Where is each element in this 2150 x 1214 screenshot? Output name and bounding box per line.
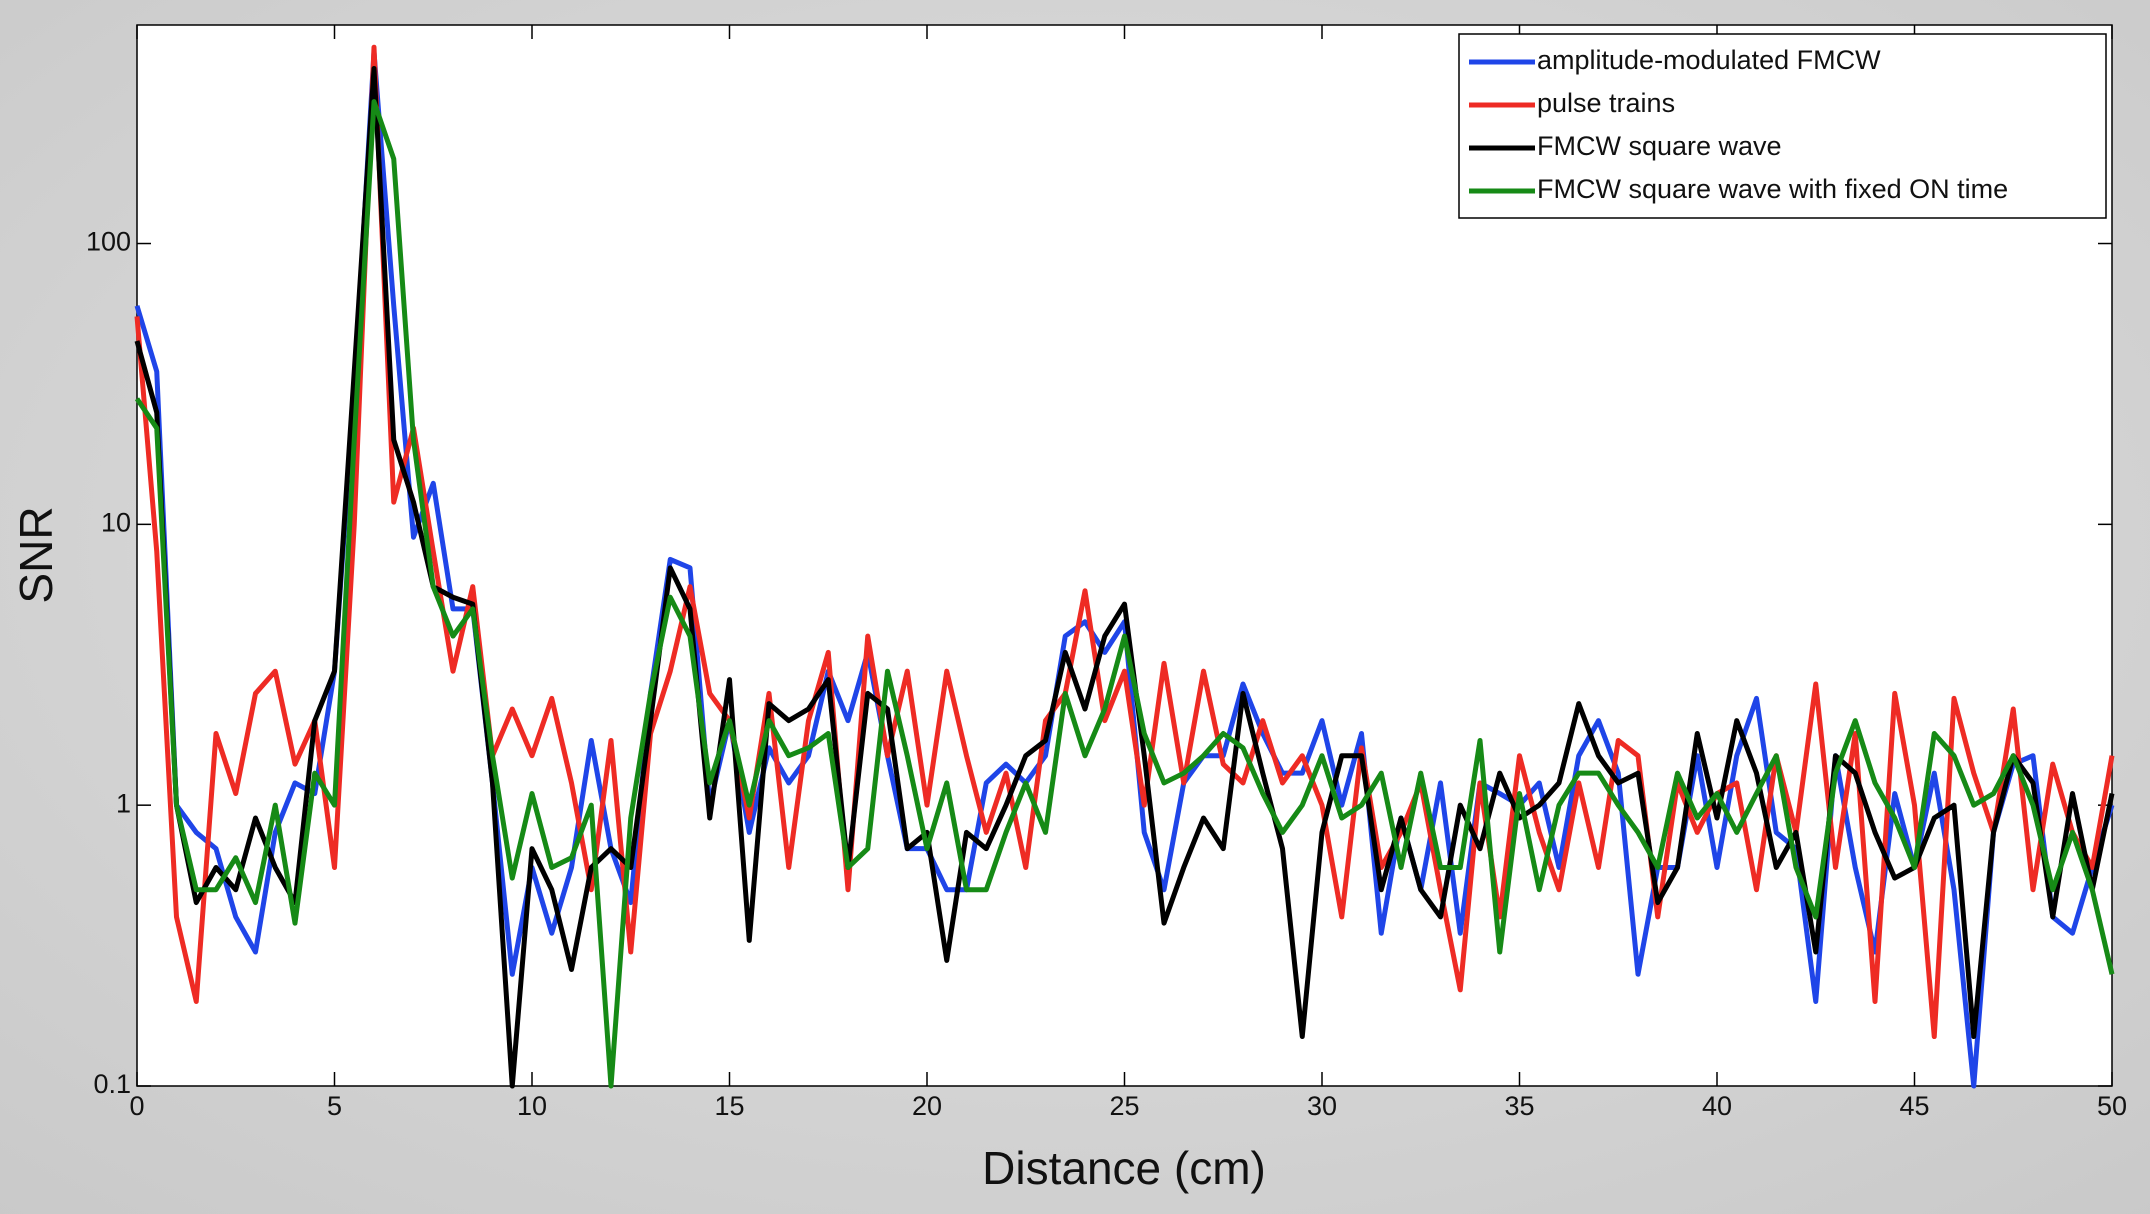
x-tick-label: 20	[912, 1091, 942, 1121]
x-tick-label: 0	[129, 1091, 144, 1121]
y-tick-label: 1	[116, 788, 131, 818]
legend-box	[1458, 33, 2107, 219]
y-tick-label: 10	[101, 507, 131, 537]
x-tick-label: 40	[1702, 1091, 1732, 1121]
y-axis-title: SNR	[10, 506, 62, 603]
legend-label: FMCW square wave	[1537, 131, 1782, 161]
legend-label: FMCW square wave with fixed ON time	[1537, 174, 2008, 204]
x-tick-label: 50	[2097, 1091, 2127, 1121]
legend-label: amplitude-modulated FMCW	[1537, 45, 1881, 75]
legend-label: pulse trains	[1537, 88, 1675, 118]
x-tick-label: 10	[517, 1091, 547, 1121]
x-tick-label: 15	[714, 1091, 744, 1121]
x-tick-label: 30	[1307, 1091, 1337, 1121]
x-axis-title: Distance (cm)	[982, 1142, 1266, 1194]
x-tick-label: 45	[1899, 1091, 1929, 1121]
y-tick-label: 0.1	[93, 1069, 131, 1099]
x-tick-label: 35	[1504, 1091, 1534, 1121]
y-tick-label: 100	[86, 227, 131, 257]
x-tick-label: 25	[1109, 1091, 1139, 1121]
series-line	[134, 99, 2115, 1089]
x-tick-label: 5	[327, 1091, 342, 1121]
series-line	[134, 66, 2115, 1089]
